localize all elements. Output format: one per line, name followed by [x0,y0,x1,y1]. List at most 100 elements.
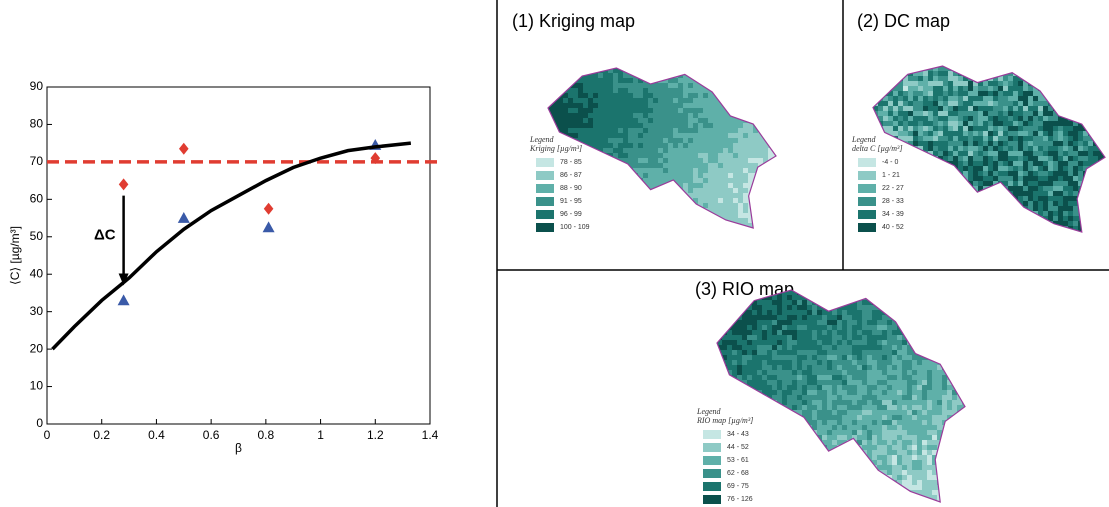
map-cell [598,128,603,133]
map-cell [892,370,897,375]
map-cell [822,400,827,405]
map-cell [837,390,842,395]
map-cell [693,138,698,143]
map-cell [923,216,928,221]
map-cell [872,405,877,410]
map-cell [623,148,628,153]
map-cell [782,460,787,465]
map-cell [608,83,613,88]
map-cell [583,103,588,108]
map-cell [797,475,802,480]
map-cell [758,78,763,83]
map-cell [758,143,763,148]
map-cell [743,158,748,163]
map-cell [797,485,802,490]
map-cell [1013,101,1018,106]
map-cell [777,430,782,435]
map-cell [837,415,842,420]
map-cell [877,345,882,350]
map-cell [922,360,927,365]
map-cell [792,295,797,300]
map-cell [928,171,933,176]
map-cell [1038,156,1043,161]
map-cell [927,325,932,330]
map-cell [862,405,867,410]
map-cell [933,171,938,176]
map-cell [748,173,753,178]
map-cell [792,470,797,475]
map-cell [563,118,568,123]
map-cell [767,330,772,335]
map-cell [812,455,817,460]
map-cell [807,400,812,405]
map-cell [1003,116,1008,121]
map-cell [762,305,767,310]
map-cell [757,380,762,385]
map-cell [713,133,718,138]
map-cell [1018,86,1023,91]
map-cell [1028,221,1033,226]
map-cell [578,133,583,138]
map-cell [718,168,723,173]
map-cell [938,151,943,156]
map-cell [832,435,837,440]
map-cell [897,495,902,500]
map-cell [917,480,922,485]
map-cell [852,430,857,435]
map-cell [998,106,1003,111]
map-cell [918,196,923,201]
map-cell [723,93,728,98]
map-cell [643,133,648,138]
map-cell [628,68,633,73]
map-cell [733,93,738,98]
map-cell [668,83,673,88]
map-cell [857,430,862,435]
map-cell [762,320,767,325]
map-cell [713,178,718,183]
map-cell [993,101,998,106]
map-cell [688,138,693,143]
map-cell [728,193,733,198]
map-cell [1023,101,1028,106]
map-cell [1038,226,1043,231]
map-cell [852,305,857,310]
map-cell [842,360,847,365]
map-cell [902,380,907,385]
map-cell [563,78,568,83]
map-cell [918,171,923,176]
map-cell [1068,76,1073,81]
map-cell [817,290,822,295]
map-cell [928,186,933,191]
map-cell [917,410,922,415]
map-cell [648,203,653,208]
map-cell [887,460,892,465]
map-cell [1008,176,1013,181]
map-cell [648,88,653,93]
map-cell [1023,221,1028,226]
map-cell [718,123,723,128]
map-cell [748,98,753,103]
map-cell [1073,211,1078,216]
map-cell [933,106,938,111]
map-cell [877,395,882,400]
map-cell [923,171,928,176]
map-cell [737,335,742,340]
map-cell [968,231,973,236]
map-cell [658,213,663,218]
map-cell [943,176,948,181]
map-cell [792,390,797,395]
map-cell [722,370,727,375]
map-cell [678,123,683,128]
map-cell [862,340,867,345]
map-cell [852,355,857,360]
map-cell [548,88,553,93]
map-cell [1078,196,1083,201]
map-cell [1053,166,1058,171]
map-cell [827,350,832,355]
map-cell [623,128,628,133]
map-cell [1033,216,1038,221]
map-cell [747,360,752,365]
map-cell [668,168,673,173]
map-cell [752,400,757,405]
map-cell [688,83,693,88]
